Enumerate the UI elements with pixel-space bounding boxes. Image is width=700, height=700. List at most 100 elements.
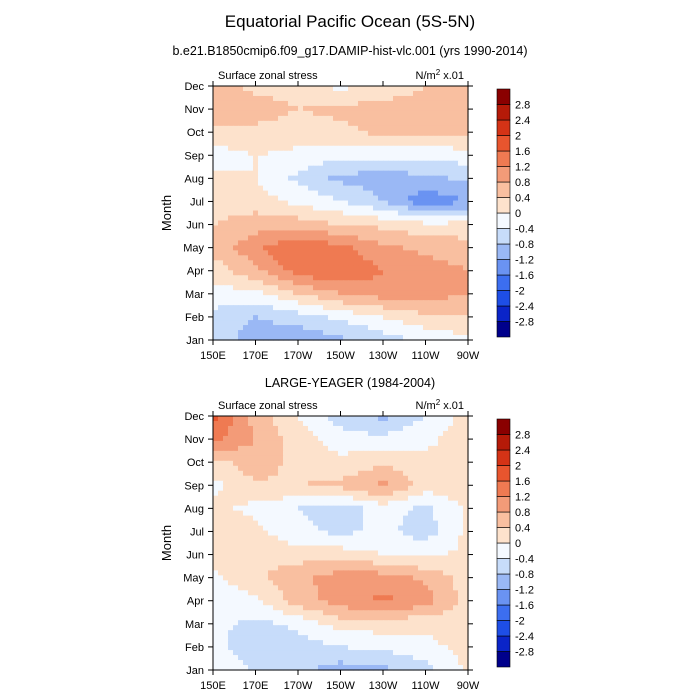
contour-cell [408,575,414,581]
contour-cell [273,600,279,606]
contour-cell [288,210,294,217]
contour-cell [378,100,384,107]
contour-cell [388,485,394,492]
contour-cell [418,130,424,137]
contour-cell [333,500,339,507]
contour-cell [228,170,234,177]
contour-cell [413,195,419,202]
contour-cell [213,86,219,92]
contour-cell [228,635,234,641]
contour-cell [378,165,384,172]
contour-cell [378,416,384,422]
contour-cell [378,525,384,532]
contour-cell [418,240,424,246]
contour-cell [223,125,229,132]
contour-cell [243,135,249,142]
contour-cell [318,440,324,447]
contour-cell [328,100,334,107]
contour-cell [398,600,404,606]
contour-cell [448,220,454,227]
contour-cell [378,545,384,552]
contour-cell [358,530,364,537]
contour-cell [373,460,379,467]
contour-cell [283,545,289,552]
contour-cell [398,460,404,467]
contour-cell [213,620,219,626]
contour-cell [263,460,269,467]
contour-cell [463,595,469,601]
contour-cell [343,445,349,452]
contour-cell [403,580,409,586]
contour-cell [458,630,464,636]
contour-cell [248,595,254,601]
contour-cell [448,545,454,552]
contour-cell [383,285,389,291]
contour-cell [313,570,319,576]
contour-cell [243,535,249,542]
contour-cell [283,325,289,331]
contour-cell [278,250,284,256]
contour-cell [443,130,449,137]
contour-cell [423,110,429,117]
contour-cell [413,305,419,311]
contour-cell [273,290,279,296]
contour-cell [353,510,359,517]
contour-cell [418,305,424,311]
contour-cell [323,515,329,522]
contour-cell [268,450,274,457]
contour-cell [298,485,304,492]
contour-cell [293,560,299,567]
contour-cell [368,175,374,182]
contour-cell [348,165,354,172]
contour-cell [258,605,264,611]
contour-cell [233,535,239,542]
contour-cell [383,520,389,527]
contour-cell [463,440,469,447]
contour-cell [463,605,469,611]
contour-cell [393,250,399,256]
contour-cell [278,305,284,311]
contour-cell [248,285,254,291]
contour-cell [408,520,414,527]
contour-cell [383,250,389,256]
contour-cell [408,215,414,222]
contour-cell [213,485,219,492]
contour-cell [388,290,394,296]
contour-cell [288,86,294,92]
contour-cell [213,610,219,616]
contour-cell [453,185,459,192]
contour-cell [333,435,339,442]
contour-cell [298,580,304,586]
contour-cell [378,490,384,497]
contour-cell [373,430,379,437]
contour-cell [378,470,384,477]
contour-cell [243,230,249,237]
colorbar-label: 0.8 [515,177,530,189]
contour-cell [263,285,269,291]
contour-cell [273,565,279,571]
contour-cell [223,180,229,187]
contour-cell [268,315,274,321]
contour-cell [378,460,384,467]
contour-cell [273,90,279,97]
contour-cell [293,285,299,291]
contour-cell [393,425,399,432]
contour-cell [338,285,344,291]
contour-cell [363,260,369,266]
contour-cell [213,105,219,112]
contour-cell [243,570,249,576]
contour-cell [463,100,469,107]
contour-cell [403,105,409,112]
contour-cell [223,100,229,107]
contour-cell [263,135,269,142]
contour-cell [308,90,314,97]
contour-cell [248,575,254,581]
contour-cell [338,230,344,237]
contour-cell [228,135,234,142]
contour-cell [248,485,254,492]
contour-cell [238,110,244,117]
contour-cell [423,150,429,157]
contour-cell [228,475,234,482]
contour-cell [398,630,404,636]
contour-cell [403,120,409,127]
